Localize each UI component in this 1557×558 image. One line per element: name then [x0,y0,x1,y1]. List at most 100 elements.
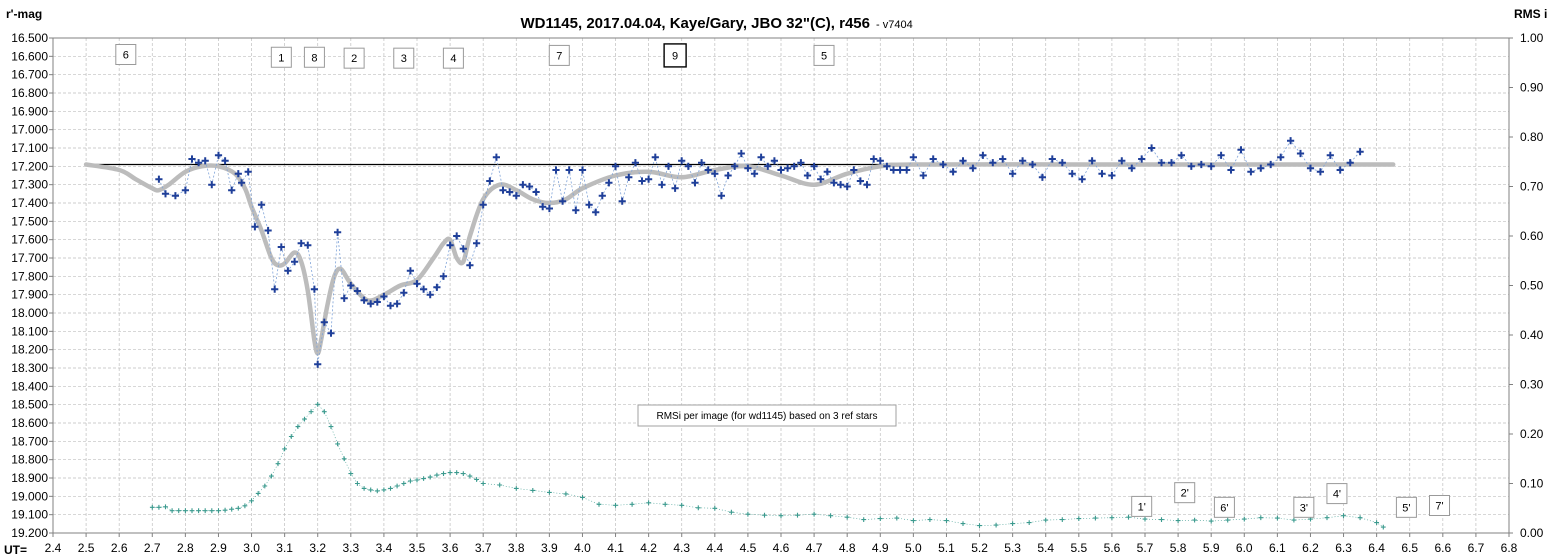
y-right-axis: 0.00 0.10 0.20 0.30 0.40 0.50 0.60 0.70 0.80 0.90… [1509,31,1544,540]
mag-point [790,162,798,170]
rms-point [530,488,536,493]
rms-point [695,505,701,511]
y-right-axis-label: RMS i [1514,7,1547,21]
mag-point [929,155,937,163]
rms-point [596,501,602,507]
y-left-tick-label: 17.700 [11,251,48,265]
event-marker: 5 [813,44,835,66]
rms-point [467,473,473,479]
mag-point [585,201,593,209]
mag-point [433,283,441,291]
mag-point [645,175,653,183]
x-tick-label: 3.4 [376,541,393,555]
mag-point [426,291,434,299]
mag-point [724,171,732,180]
y-left-axis-label: r'-mag [6,7,42,21]
rms-point [894,515,900,521]
mag-point [1306,164,1315,172]
mag-point [314,360,322,368]
rms-point [828,513,833,519]
mag-series [155,137,1364,368]
x-tick-label: 2.8 [177,541,194,555]
event-marker-label: 7' [1435,501,1443,513]
mag-point [830,179,838,187]
x-tick-label: 5.2 [971,541,988,555]
event-marker: 9 [663,43,687,68]
event-marker-box [270,46,292,68]
event-marker: 6' [1213,496,1235,518]
mag-point [664,162,673,170]
mag-point [939,160,947,169]
rms-point [580,495,585,500]
rms-point [646,500,651,506]
mag-point [671,184,679,192]
mag-point [565,166,573,174]
event-marker: 7' [1429,495,1451,516]
event-marker-box [1326,483,1348,505]
x-tick-label: 3.3 [342,541,359,555]
chart-title: WD1145, 2017.04.04, Kaye/Gary, JBO 32"(C… [520,15,870,32]
mag-point [479,201,487,209]
x-tick-label: 3.5 [409,541,426,555]
mag-point [559,197,567,205]
mag-point [327,329,335,337]
event-marker-label: 3' [1300,502,1308,514]
rms-point [877,516,883,521]
rms-point [255,491,261,496]
rms-point [1324,515,1330,521]
y-left-tick-label: 18.100 [11,324,48,338]
y-left-tick-label: 19.100 [11,508,48,522]
x-tick-label: 6.6 [1434,541,1451,555]
mag-point [1227,166,1235,174]
event-marker-box [1429,495,1451,516]
x-tick-label: 3.2 [309,541,326,555]
mag-point [969,164,977,172]
rms-point [209,508,215,514]
rms-point [335,441,340,447]
mag-point [1148,144,1156,152]
x-tick-label: 5.4 [1037,541,1054,555]
event-marker-box [115,44,137,65]
rms-point [1175,518,1181,523]
x-tick-label: 4.1 [607,541,624,555]
rms-point [216,508,221,514]
mag-point [1157,159,1166,167]
mag-point [678,157,686,165]
y-left-tick-label: 17.200 [11,159,48,173]
rms-point [441,471,446,476]
mag-point [413,280,421,288]
rms-point [328,424,334,429]
x-tick-label: 5.3 [1004,541,1021,555]
mag-point [208,181,216,189]
event-marker: 1' [1131,495,1153,517]
mag-point [393,300,401,308]
x-tick-label: 6.8 [1501,541,1518,555]
mag-point [400,289,408,297]
mag-point [797,159,805,167]
chart-version: - v7404 [876,19,913,31]
y-right-tick-label: 0.60 [1520,229,1544,243]
y-right-tick-label: 0.20 [1520,427,1544,441]
rms-point [629,501,635,507]
rms-point [348,471,354,476]
y-left-tick-label: 17.300 [11,178,48,192]
mag-point [320,318,328,326]
mag-point [837,181,845,189]
rms-point [374,488,380,494]
rms-point [1225,517,1231,523]
mag-point [155,175,163,183]
x-tick-label: 4.5 [740,541,757,555]
rms-point [944,518,949,523]
event-marker-box [1395,496,1417,518]
rms-point [454,470,460,475]
mag-point [883,162,891,170]
event-marker: 4 [442,47,464,69]
rms-point [235,505,241,511]
mag-point [353,287,361,295]
event-marker-box [442,47,464,69]
rms-point [778,513,784,519]
event-marker-label: 2' [1181,488,1189,500]
y-left-tick-label: 18.900 [11,471,48,485]
mag-point [909,153,917,161]
